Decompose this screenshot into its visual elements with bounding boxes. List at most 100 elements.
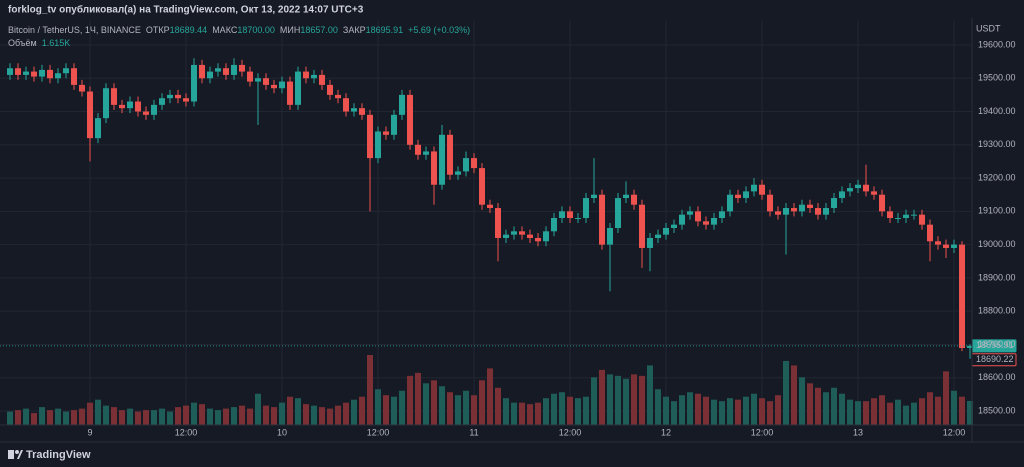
volume-bar (247, 408, 253, 425)
volume-bar (351, 399, 357, 425)
y-tick-label: 18700.00 (978, 339, 1016, 349)
volume-bar (927, 392, 933, 425)
volume-bar (943, 371, 949, 425)
volume-bar (783, 360, 789, 425)
candle-body (31, 71, 37, 77)
candle-body (815, 208, 821, 215)
volume-bar (279, 402, 285, 425)
x-tick-label: 10 (277, 427, 287, 437)
candle-body (831, 198, 837, 209)
y-tick-label: 19100.00 (978, 206, 1016, 216)
x-tick-label: 12:00 (175, 427, 198, 437)
volume-bar (871, 398, 877, 425)
volume-bar (463, 390, 469, 425)
symbol-title: Bitcoin / TetherUS, 1Ч, BINANCE (8, 25, 141, 35)
volume-pane (7, 355, 973, 425)
volume-bar (735, 399, 741, 425)
y-tick-label: 18800.00 (978, 306, 1016, 316)
candle-body (671, 224, 677, 228)
volume-bar (831, 387, 837, 425)
candle-body (727, 194, 733, 212)
volume-bar (31, 413, 37, 425)
x-tick-label: 12:00 (559, 427, 582, 437)
volume-bar (727, 398, 733, 425)
volume-bar (895, 399, 901, 425)
volume-bar (39, 407, 45, 425)
volume-bar (511, 402, 517, 425)
candle-body (63, 68, 69, 74)
volume-bar (631, 374, 637, 425)
volume-bar (911, 402, 917, 425)
candle-body (231, 64, 237, 75)
volume-bar (15, 410, 21, 425)
volume-bar (295, 398, 301, 425)
candle-body (607, 227, 613, 245)
volume-bar (639, 375, 645, 425)
candle-body (431, 151, 437, 185)
candle-body (719, 211, 725, 219)
candle-body (879, 194, 885, 212)
candle-body (335, 94, 341, 99)
candle-body (463, 158, 469, 172)
candle-body (119, 104, 125, 109)
legend-label: МИН (280, 25, 300, 35)
candle-body (111, 88, 117, 105)
volume-bar (703, 396, 709, 425)
volume-bar (671, 401, 677, 425)
volume-bar (175, 407, 181, 425)
volume-bar (679, 395, 685, 425)
volume-bar (127, 408, 133, 425)
y-tick-label: 19000.00 (978, 239, 1016, 249)
candle-body (23, 71, 29, 75)
volume-legend-label: Объём (8, 38, 37, 48)
volume-bar (743, 396, 749, 425)
candle-body (343, 98, 349, 112)
volume-bar (151, 410, 157, 425)
volume-bar (479, 380, 485, 425)
candle-body (855, 184, 861, 189)
candle-body (543, 231, 549, 242)
volume-bar (447, 392, 453, 425)
legend-label: МАКС (212, 25, 238, 35)
candle-body (655, 234, 661, 238)
y-tick-label: 19200.00 (978, 172, 1016, 182)
volume-bar (255, 393, 261, 425)
candle-body (175, 94, 181, 99)
candle-body (967, 345, 973, 348)
candle-body (591, 194, 597, 199)
volume-bar (951, 390, 957, 425)
volume-bar (791, 365, 797, 425)
volume-bar (439, 386, 445, 425)
volume-bar (575, 398, 581, 425)
volume-bar (903, 405, 909, 425)
y-tick-label: 18900.00 (978, 272, 1016, 282)
candle-body (439, 134, 445, 185)
volume-bar (471, 395, 477, 425)
volume-bar (823, 392, 829, 425)
candle-body (263, 78, 269, 85)
candle-body (527, 234, 533, 238)
grid (0, 20, 972, 425)
candle-body (759, 184, 765, 195)
legend-label: ОТКР (146, 25, 170, 35)
candle-body (143, 111, 149, 115)
y-tick-label: 19500.00 (978, 73, 1016, 83)
candle-body (215, 68, 221, 72)
footer-logo (8, 450, 23, 459)
volume-bar (159, 408, 165, 425)
candle-body (311, 74, 317, 79)
candle-body (423, 151, 429, 155)
x-tick-label: 12:00 (943, 427, 966, 437)
volume-bar (79, 408, 85, 425)
volume-bar (767, 401, 773, 425)
logo-part (15, 450, 19, 454)
volume-bar (167, 411, 173, 425)
candle-body (167, 94, 173, 99)
volume-bar (431, 380, 437, 425)
y-tick-label: 18600.00 (978, 372, 1016, 382)
volume-bar (815, 387, 821, 425)
candle-body (599, 194, 605, 245)
volume-bar (551, 393, 557, 425)
x-tick-label: 12:00 (751, 427, 774, 437)
